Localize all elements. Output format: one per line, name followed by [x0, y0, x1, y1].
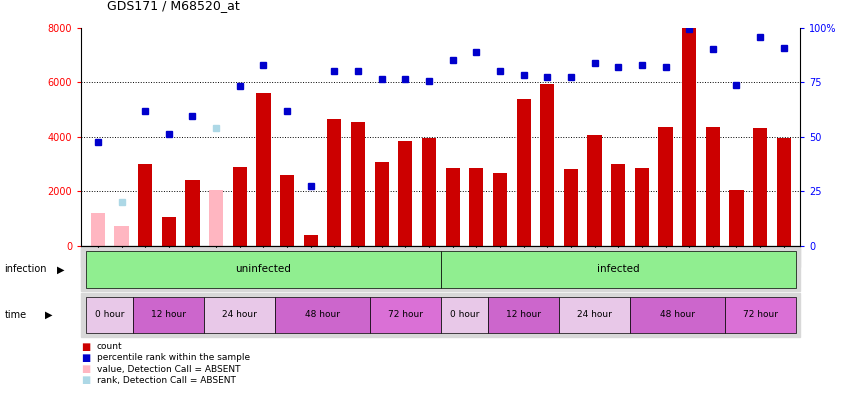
Text: ▶: ▶: [57, 264, 65, 274]
Text: 48 hour: 48 hour: [305, 310, 340, 319]
Bar: [138, 164, 152, 246]
Bar: [209, 190, 223, 246]
Bar: [540, 84, 555, 246]
Bar: [516, 99, 531, 246]
Bar: [587, 135, 602, 246]
Text: 12 hour: 12 hour: [506, 310, 541, 319]
Bar: [630, 297, 725, 333]
Bar: [441, 251, 795, 287]
Text: ■: ■: [81, 342, 91, 352]
Bar: [280, 175, 294, 246]
Text: 0 hour: 0 hour: [449, 310, 479, 319]
Bar: [205, 297, 276, 333]
Bar: [493, 173, 507, 246]
Bar: [488, 297, 559, 333]
Bar: [370, 297, 441, 333]
Text: 24 hour: 24 hour: [577, 310, 612, 319]
Text: 24 hour: 24 hour: [223, 310, 258, 319]
Text: infected: infected: [597, 264, 639, 274]
Bar: [611, 164, 626, 246]
Text: 12 hour: 12 hour: [152, 310, 187, 319]
Bar: [327, 119, 342, 246]
Bar: [186, 180, 199, 246]
Bar: [398, 141, 413, 246]
Bar: [351, 122, 366, 246]
Text: ■: ■: [81, 375, 91, 385]
Bar: [682, 28, 696, 246]
Bar: [725, 297, 795, 333]
Bar: [134, 297, 205, 333]
Text: time: time: [4, 310, 27, 320]
Text: 72 hour: 72 hour: [388, 310, 423, 319]
Bar: [276, 297, 370, 333]
Bar: [91, 213, 105, 246]
Text: ▶: ▶: [45, 310, 53, 320]
Text: uninfected: uninfected: [235, 264, 291, 274]
Bar: [729, 190, 744, 246]
Bar: [564, 169, 578, 246]
Bar: [658, 127, 673, 246]
Bar: [304, 234, 318, 246]
Bar: [422, 138, 436, 246]
Bar: [776, 138, 791, 246]
Text: 0 hour: 0 hour: [95, 310, 124, 319]
Text: infection: infection: [4, 264, 47, 274]
Text: GDS171 / M68520_at: GDS171 / M68520_at: [107, 0, 240, 12]
Bar: [559, 297, 630, 333]
Bar: [162, 217, 176, 246]
Text: percentile rank within the sample: percentile rank within the sample: [97, 354, 250, 362]
Bar: [375, 162, 389, 246]
Bar: [446, 168, 460, 246]
Bar: [469, 168, 484, 246]
Text: ■: ■: [81, 364, 91, 374]
Bar: [705, 127, 720, 246]
Text: count: count: [97, 343, 122, 351]
Bar: [81, 246, 800, 267]
Text: value, Detection Call = ABSENT: value, Detection Call = ABSENT: [97, 365, 241, 373]
Bar: [86, 297, 134, 333]
Bar: [753, 128, 767, 246]
Text: ■: ■: [81, 353, 91, 363]
Bar: [441, 297, 488, 333]
Text: 48 hour: 48 hour: [660, 310, 695, 319]
Text: rank, Detection Call = ABSENT: rank, Detection Call = ABSENT: [97, 376, 235, 385]
Bar: [233, 167, 247, 246]
Bar: [86, 251, 441, 287]
Bar: [635, 168, 649, 246]
Bar: [115, 227, 128, 246]
Text: 72 hour: 72 hour: [743, 310, 777, 319]
Bar: [256, 93, 270, 246]
